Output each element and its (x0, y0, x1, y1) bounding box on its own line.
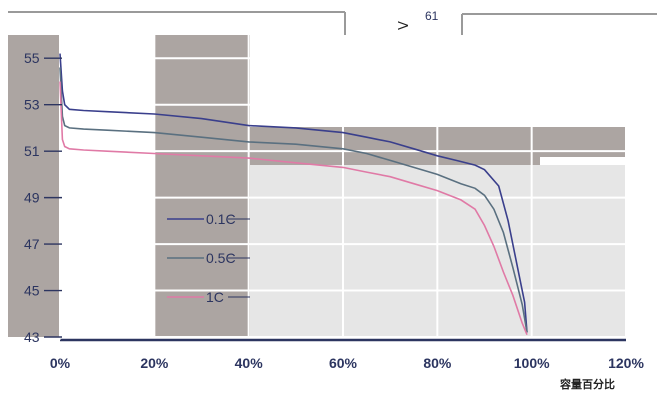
y-tick-49: 49 (24, 190, 40, 206)
y-tick-43: 43 (24, 329, 40, 345)
series-group (59, 53, 528, 336)
x-tick-20%: 20% (140, 355, 169, 371)
legend: 0.1C 0.5C 1C (167, 211, 250, 305)
band-20-40 (155, 35, 250, 337)
y-tick-51: 51 (24, 143, 40, 159)
legend-label-0_1C: 0.1C (206, 211, 236, 227)
background-bands (8, 35, 626, 337)
legend-label-1C: 1C (206, 289, 224, 305)
series-line-0_1C (59, 53, 528, 333)
y-tick-53: 53 (24, 97, 40, 113)
band-100-120-upper (540, 127, 626, 157)
x-tick-0%: 0% (50, 355, 71, 371)
x-tick-40%: 40% (235, 355, 264, 371)
series-line-1C (59, 81, 528, 336)
band-40-100-upper (250, 127, 540, 165)
y-tick-47: 47 (24, 236, 40, 252)
series-line-0_5C (59, 67, 528, 333)
legend-label-0_5C: 0.5C (206, 250, 236, 266)
y-extra-label: 61 (425, 9, 439, 23)
y-unit-label: V (397, 21, 412, 30)
x-tick-100%: 100% (514, 355, 550, 371)
x-tick-60%: 60% (329, 355, 358, 371)
x-tick-labels: 0% 20% 40% 60% 80% 100% 120% (50, 355, 645, 371)
x-tick-80%: 80% (423, 355, 452, 371)
y-tick-55: 55 (24, 50, 40, 66)
top-frame (8, 11, 657, 35)
x-tick-120%: 120% (608, 355, 644, 371)
x-axis-title: 容量百分比 (559, 377, 615, 391)
band-left (8, 35, 60, 337)
y-tick-labels: 55 53 51 49 47 45 43 (24, 50, 62, 345)
y-tick-45: 45 (24, 283, 40, 299)
